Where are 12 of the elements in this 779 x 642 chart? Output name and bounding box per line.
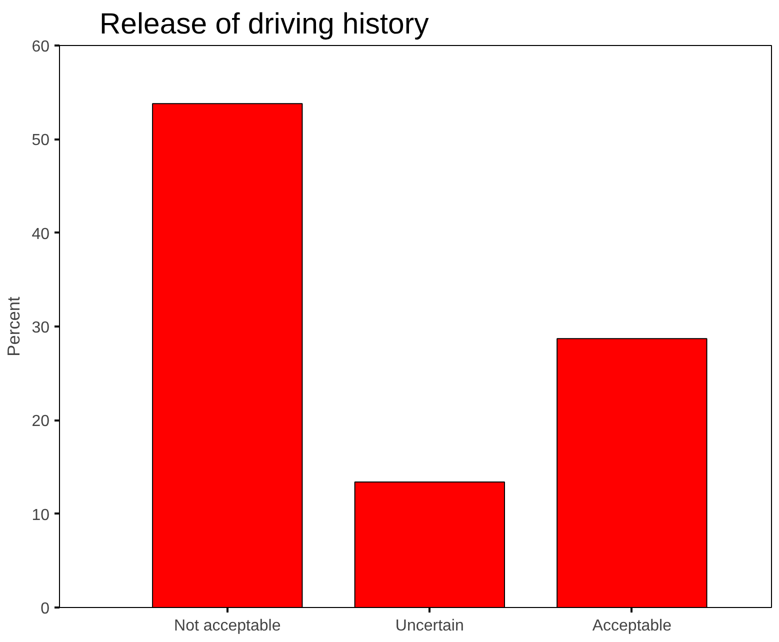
y-tick-label: 60 [32,38,50,56]
y-axis-title: Percent [4,296,24,356]
y-tick-label: 10 [32,506,50,524]
y-tick-label: 30 [32,320,50,336]
x-tick-label: Uncertain [395,618,464,634]
y-tick-label: 50 [32,132,50,150]
x-tick-label: Not acceptable [174,618,281,634]
x-tick-label: Acceptable [592,618,672,634]
y-tick-label: 40 [32,226,50,243]
y-tick-label: 20 [32,413,50,430]
y-tick-label: 0 [40,600,50,618]
chart-title: Release of driving history [100,8,430,40]
